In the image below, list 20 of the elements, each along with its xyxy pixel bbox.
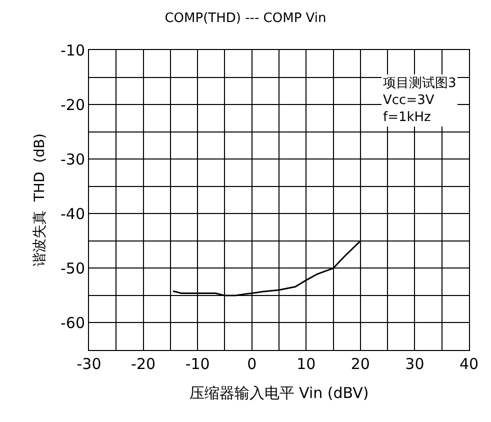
chart-title: COMP(THD) --- COMP Vin (164, 10, 326, 26)
x-tick-label: 40 (459, 355, 479, 373)
x-tick-label: 10 (296, 355, 316, 373)
y-tick-label: -40 (60, 204, 85, 223)
y-axis-title: 谐波失真 THD (dB) (32, 133, 48, 267)
x-tick-label: -20 (131, 355, 156, 373)
annotation: Vcc=3V (383, 92, 434, 108)
x-tick-label: 0 (247, 355, 257, 373)
y-tick-label: -60 (60, 314, 85, 332)
x-tick-label: 30 (405, 355, 424, 373)
y-tick-label: -20 (60, 96, 85, 114)
annotation: f=1kHz (383, 110, 432, 125)
y-tick-label: -30 (60, 150, 85, 168)
y-tick-label: -50 (60, 259, 85, 278)
x-tick-label: 20 (350, 355, 370, 373)
x-tick-label: -30 (76, 355, 102, 373)
annotation: 项目测试图3 (383, 76, 456, 91)
x-axis-title: 压缩器输入电平 Vin (dBV) (189, 384, 369, 402)
x-tick-label: -10 (185, 355, 210, 373)
y-tick-label: -10 (60, 41, 85, 60)
